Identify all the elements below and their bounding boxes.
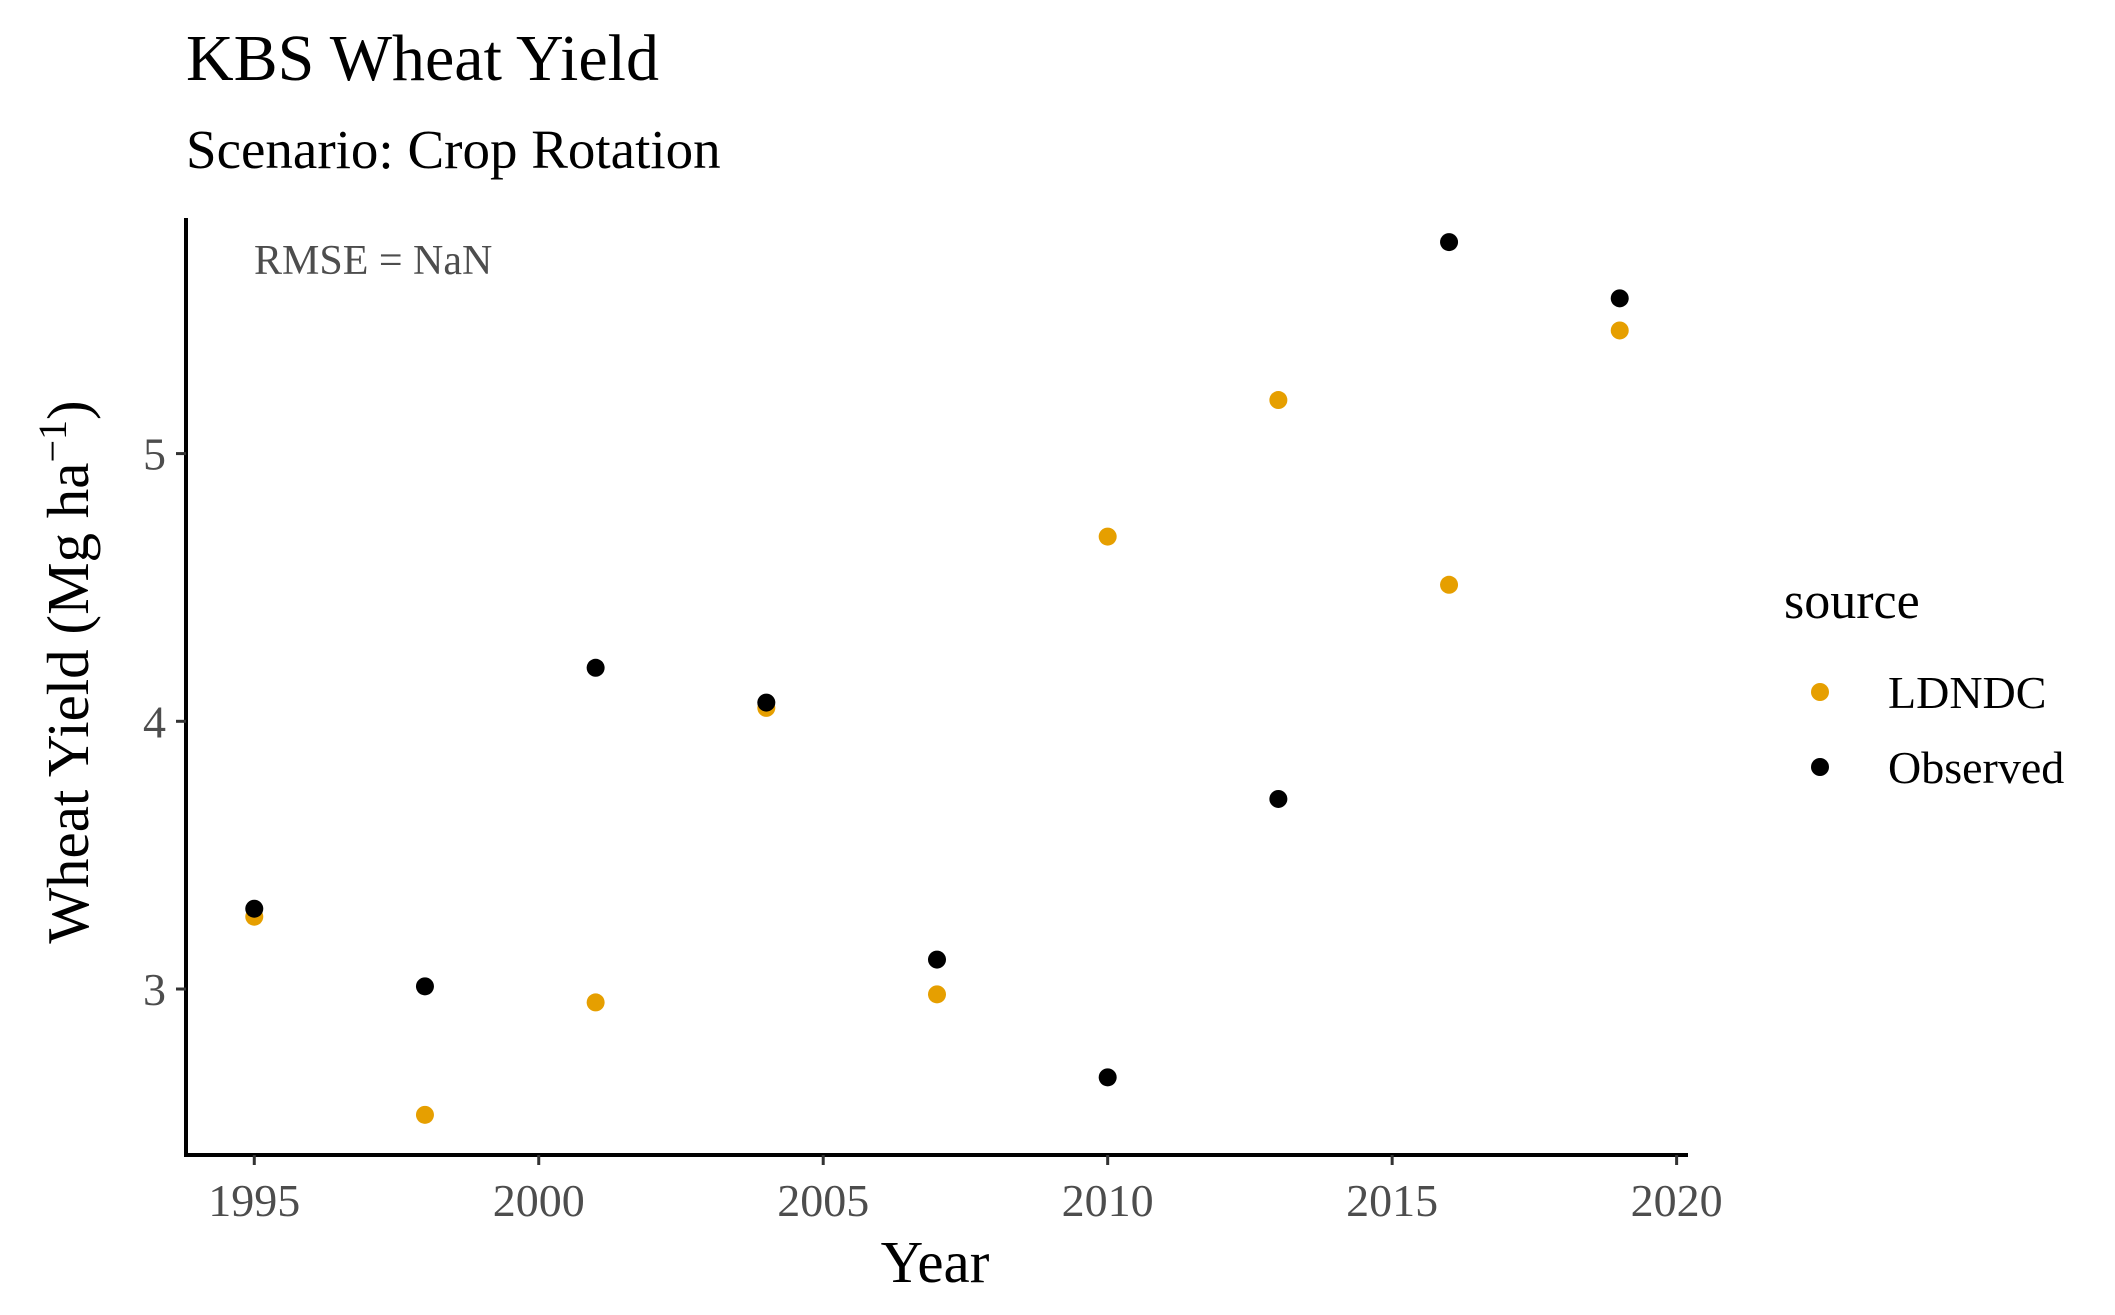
point-observed (415, 977, 434, 996)
point-ldndc (586, 993, 605, 1012)
x-tick-label: 2015 (1346, 1175, 1438, 1226)
axes (184, 218, 1688, 1157)
data-points (245, 233, 1629, 1124)
legend: source LDNDC Observed (1784, 573, 2064, 793)
y-axis-title-close: ) (35, 400, 101, 420)
point-ldndc (415, 1105, 434, 1124)
x-tick-label: 2005 (777, 1175, 869, 1226)
y-tick-label: 4 (143, 696, 166, 747)
point-observed (1269, 789, 1288, 808)
point-ldndc (1098, 527, 1117, 546)
y-axis-title-group: Wheat Yield (Mg ha−1) (30, 400, 101, 943)
point-observed (928, 950, 946, 969)
y-tick-label: 3 (143, 964, 166, 1015)
legend-label-observed: Observed (1888, 742, 2064, 793)
point-observed (1098, 1068, 1117, 1087)
point-observed (586, 658, 605, 677)
x-tick-label: 1995 (208, 1175, 300, 1226)
x-tick-label: 2020 (1631, 1175, 1723, 1226)
y-axis-ticks: 3 4 5 (143, 429, 186, 1015)
legend-title: source (1784, 573, 1920, 630)
y-axis-title-main: Wheat Yield (Mg ha (35, 463, 101, 944)
x-tick-label: 2010 (1062, 1175, 1154, 1226)
point-ldndc (928, 985, 946, 1004)
rmse-annotation: RMSE = NaN (254, 238, 492, 284)
point-ldndc (1440, 575, 1459, 594)
y-axis-title: Wheat Yield (Mg ha−1) (30, 400, 101, 943)
y-tick-label: 5 (143, 429, 166, 480)
chart-title: KBS Wheat Yield (186, 22, 659, 95)
point-ldndc (1269, 391, 1288, 410)
y-axis-title-exponent: −1 (30, 420, 75, 463)
point-observed (1440, 233, 1459, 252)
x-axis-title: Year (881, 1229, 990, 1295)
x-axis-ticks: 1995 2000 2005 2010 2015 2020 (208, 1155, 1723, 1226)
legend-key-observed (1811, 758, 1829, 776)
point-observed (757, 693, 776, 712)
point-observed (1610, 289, 1629, 308)
x-tick-label: 2000 (493, 1175, 585, 1226)
legend-key-ldndc (1811, 683, 1829, 701)
legend-label-ldndc: LDNDC (1888, 667, 2046, 718)
chart-subtitle: Scenario: Crop Rotation (186, 119, 721, 180)
point-observed (245, 899, 264, 918)
point-ldndc (1610, 321, 1629, 340)
